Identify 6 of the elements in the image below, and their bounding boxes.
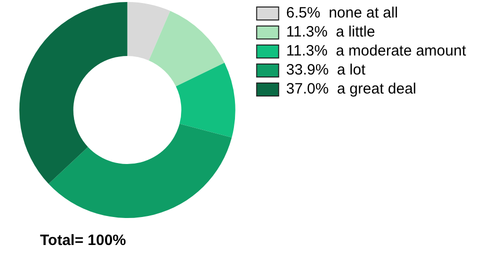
legend-label: 11.3% a little: [286, 24, 376, 41]
legend-label: 6.5% none at all: [286, 4, 398, 22]
legend-label: 33.9% a lot: [286, 62, 366, 79]
legend-label: 37.0% a great deal: [286, 80, 416, 98]
text: Total= 100%: [40, 232, 126, 249]
legend-label: 11.3% a moderate amount: [286, 42, 467, 60]
